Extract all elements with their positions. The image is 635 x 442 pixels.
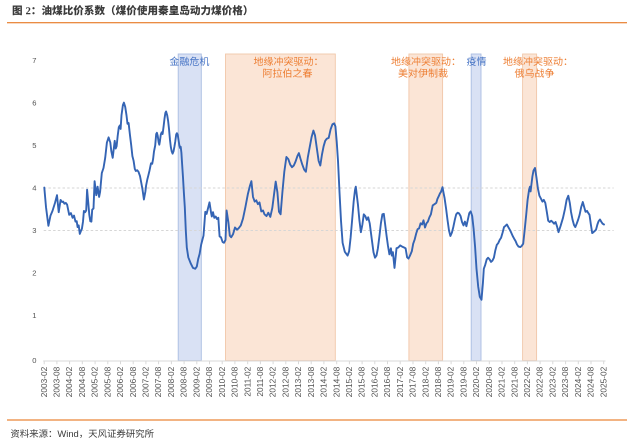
svg-text:2014-02: 2014-02 [319, 366, 329, 397]
svg-text:Wind: Wind [57, 428, 78, 439]
svg-text:2006-08: 2006-08 [128, 366, 138, 397]
svg-text:2012-02: 2012-02 [268, 366, 278, 397]
svg-text:7: 7 [32, 56, 36, 65]
svg-text:2015-02: 2015-02 [344, 366, 354, 397]
svg-text:2024-08: 2024-08 [586, 366, 596, 397]
svg-text:4: 4 [32, 184, 36, 193]
svg-text:2013-08: 2013-08 [306, 366, 316, 397]
svg-text:2019-08: 2019-08 [458, 366, 468, 397]
svg-text:2023-02: 2023-02 [547, 366, 557, 397]
svg-text:2023-08: 2023-08 [560, 366, 570, 397]
svg-text:2005-08: 2005-08 [102, 366, 112, 397]
svg-text:2005-02: 2005-02 [90, 366, 100, 397]
svg-text:2010-08: 2010-08 [230, 366, 240, 397]
svg-text:2004-02: 2004-02 [64, 366, 74, 397]
svg-text:2008-08: 2008-08 [179, 366, 189, 397]
svg-text:6: 6 [32, 99, 36, 108]
svg-text:2007-02: 2007-02 [141, 366, 151, 397]
svg-text:2003-02: 2003-02 [39, 366, 49, 397]
svg-text:2017-08: 2017-08 [408, 366, 418, 397]
svg-text:2007-08: 2007-08 [153, 366, 163, 397]
svg-text:2017-02: 2017-02 [395, 366, 405, 397]
svg-text:2010-02: 2010-02 [217, 366, 227, 397]
svg-text:2024-02: 2024-02 [573, 366, 583, 397]
svg-text:2009-08: 2009-08 [204, 366, 214, 397]
svg-text:2013-02: 2013-02 [293, 366, 303, 397]
svg-text:2016-02: 2016-02 [369, 366, 379, 397]
svg-text:2011-08: 2011-08 [255, 366, 265, 396]
svg-text:2015-08: 2015-08 [357, 366, 367, 397]
svg-text:3: 3 [32, 226, 36, 235]
svg-text:2021-08: 2021-08 [509, 366, 519, 397]
svg-text:2018-02: 2018-02 [420, 366, 430, 397]
svg-text:2019-02: 2019-02 [446, 366, 456, 397]
svg-text:1: 1 [32, 311, 36, 320]
svg-text:2014-08: 2014-08 [331, 366, 341, 397]
svg-text:2020-02: 2020-02 [471, 366, 481, 397]
svg-text:2011-02: 2011-02 [242, 366, 252, 396]
svg-text:2006-02: 2006-02 [115, 366, 125, 397]
svg-text:2020-08: 2020-08 [484, 366, 494, 397]
svg-text:2008-02: 2008-02 [166, 366, 176, 397]
svg-text:2021-02: 2021-02 [497, 366, 507, 397]
svg-text:2022-02: 2022-02 [522, 366, 532, 397]
svg-text:2: 2 [32, 269, 36, 278]
svg-text:2004-08: 2004-08 [77, 366, 87, 397]
svg-text:2025-02: 2025-02 [598, 366, 608, 397]
svg-text:2018-08: 2018-08 [433, 366, 443, 397]
svg-text:2012-08: 2012-08 [280, 366, 290, 397]
svg-text:5: 5 [32, 141, 36, 150]
svg-text:0: 0 [32, 356, 36, 365]
svg-text:2022-08: 2022-08 [535, 366, 545, 397]
svg-text:2009-02: 2009-02 [191, 366, 201, 397]
svg-text:2016-08: 2016-08 [382, 366, 392, 397]
svg-text:2003-08: 2003-08 [52, 366, 62, 397]
